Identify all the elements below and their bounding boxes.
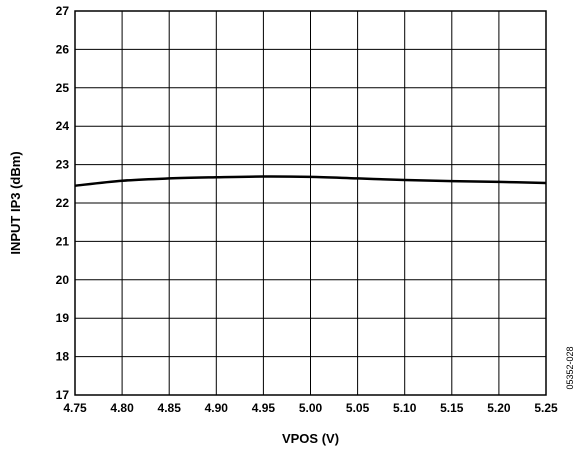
y-tick-label: 25 bbox=[56, 81, 70, 95]
y-tick-label: 18 bbox=[56, 350, 70, 364]
x-tick-label: 5.25 bbox=[534, 401, 558, 415]
y-tick-label: 17 bbox=[56, 388, 70, 402]
y-tick-label: 24 bbox=[56, 119, 70, 133]
x-tick-labels: 4.75 4.80 4.85 4.90 4.95 5.00 5.05 5.10 5.15 5.20… bbox=[63, 401, 558, 415]
y-tick-labels: 17 18 19 20 21 22 23 24 25 26 27 bbox=[56, 4, 70, 402]
x-tick-label: 5.20 bbox=[487, 401, 511, 415]
y-axis-label: INPUT IP3 (dBm) bbox=[8, 151, 23, 254]
x-tick-label: 5.00 bbox=[299, 401, 323, 415]
y-tick-label: 23 bbox=[56, 158, 70, 172]
grid bbox=[75, 11, 546, 395]
y-tick-label: 21 bbox=[56, 234, 70, 248]
y-tick-label: 20 bbox=[56, 273, 70, 287]
x-tick-label: 5.05 bbox=[346, 401, 370, 415]
series-line bbox=[74, 175, 547, 187]
x-tick-label: 4.75 bbox=[63, 401, 87, 415]
x-tick-label: 4.90 bbox=[205, 401, 229, 415]
x-tick-label: 5.10 bbox=[393, 401, 417, 415]
y-tick-label: 27 bbox=[56, 4, 70, 18]
plot-frame bbox=[74, 10, 547, 396]
y-tick-label: 22 bbox=[56, 196, 70, 210]
series-group bbox=[74, 175, 547, 187]
y-tick-label: 26 bbox=[56, 42, 70, 56]
x-axis-label: VPOS (V) bbox=[282, 431, 339, 446]
x-tick-label: 4.85 bbox=[158, 401, 182, 415]
x-tick-label: 5.15 bbox=[440, 401, 464, 415]
y-tick-label: 19 bbox=[56, 311, 70, 325]
x-tick-label: 4.80 bbox=[110, 401, 134, 415]
x-tick-label: 4.95 bbox=[252, 401, 276, 415]
figure-id: 05352-028 bbox=[565, 346, 575, 389]
